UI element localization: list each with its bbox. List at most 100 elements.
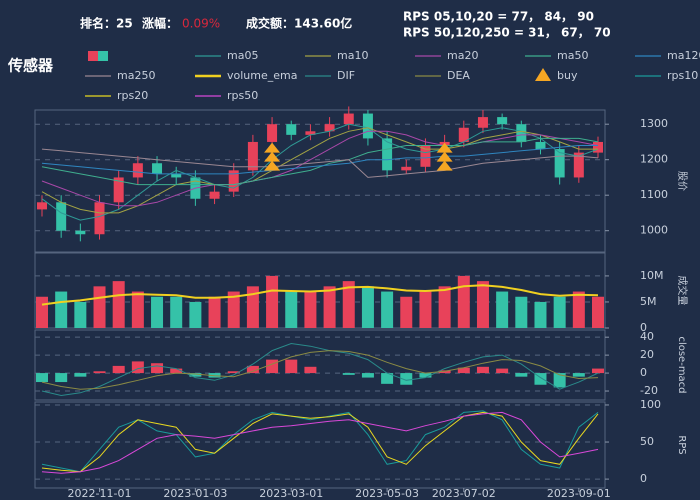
rps-long: RPS 50,120,250 = 31， 67， 70 [403,26,611,40]
bar [151,363,164,374]
candle-body [247,141,258,171]
bar [457,367,470,374]
y-tick-label: 1200 [640,153,668,166]
bar [534,373,547,385]
candle-body [37,202,47,210]
rps-short: RPS 05,10,20 = 77， 84， 90 [403,10,594,24]
y-axis-label: 股价 [676,171,688,191]
candle-body [554,149,565,178]
y-tick-label: 0 [640,321,647,334]
bar [246,286,259,328]
candle-body [343,113,354,125]
bar [438,286,451,328]
x-tick-label: 2023-05-03 [355,487,419,500]
series-line [41,342,599,397]
bar [419,373,432,378]
candle-body [152,163,163,174]
change-label: 涨幅： [142,16,178,31]
bar [400,296,413,328]
candle-body [477,117,488,128]
bar [496,291,509,328]
bar [36,373,48,383]
candle-body [458,127,469,142]
x-tick-label: 2023-01-03 [163,487,227,500]
series-line [41,148,599,178]
candle-body [401,166,412,171]
legend-label: DEA [447,69,470,82]
bar [112,365,125,374]
bar [170,296,183,328]
legend-label: buy [557,69,578,82]
bar [381,373,394,384]
buy-marker [436,142,453,153]
candle-body [420,145,431,167]
legend-label: ma10 [337,49,368,62]
change: 0.09% [182,17,220,31]
bar [361,286,374,328]
bar [208,296,221,328]
y-tick-label: 5M [640,295,657,308]
bar [36,296,48,328]
y-tick-label: -20 [640,384,658,397]
candle-body [228,170,239,192]
series-line [41,123,599,221]
bar [131,361,144,374]
buy-marker [436,160,453,171]
candle-body [497,117,508,125]
legend-label: ma250 [117,69,155,82]
y-tick-label: 1000 [640,224,668,237]
legend-swatch [535,68,551,81]
bar [285,291,298,328]
candle-body [324,124,335,132]
legend-label: ma05 [227,49,258,62]
bar [476,366,489,374]
candle-body [94,202,105,235]
series-line [41,130,599,207]
bar [572,373,585,377]
candle-body [573,152,584,178]
bar [572,291,585,328]
bar [304,291,317,328]
legend-label: ma50 [557,49,588,62]
bar [400,373,413,385]
bar [55,373,68,383]
x-tick-label: 2022-11-01 [68,487,132,500]
series-line [41,350,599,390]
bar [515,296,528,328]
bar [266,275,279,328]
legend-candle-icon [98,51,108,61]
bar [189,373,202,377]
candle-body [516,124,527,142]
legend-label: DIF [337,69,355,82]
panel-frame [34,401,606,489]
bar [496,368,509,374]
series-line [41,411,599,473]
x-tick-label: 2023-03-01 [259,487,323,500]
bar [227,291,240,328]
legend-label: ma120 [667,49,700,62]
buy-marker [436,151,453,162]
x-tick-label: 2023-07-02 [432,487,496,500]
buy-marker [264,151,281,162]
y-axis-label: 成交量 [676,276,689,306]
y-axis-label: RPS [676,435,687,454]
bar [381,291,394,328]
candle-body [209,191,220,199]
bar [74,373,87,377]
candle-body [286,124,297,135]
legend-label: rps20 [117,89,148,102]
y-tick-label: 20 [640,348,654,361]
bar [323,286,336,328]
bar [515,373,528,377]
bar [361,373,374,378]
candle-body [132,163,143,178]
bar [151,296,164,328]
bar [189,301,202,328]
y-tick-label: 0 [640,366,647,379]
series-line [41,284,599,306]
legend-label: rps50 [227,89,258,102]
bar [93,371,106,374]
y-tick-label: 1100 [640,188,668,201]
